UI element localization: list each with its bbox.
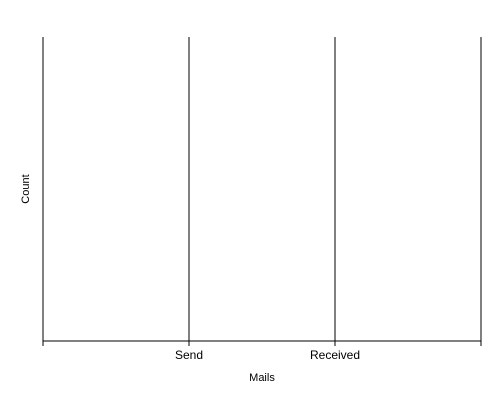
x-tick-label: Send: [175, 348, 203, 362]
x-axis-label: Mails: [249, 372, 275, 384]
category-layer: Send Received: [175, 37, 360, 362]
y-axis-label: Count: [20, 174, 32, 203]
axes-layer: [42, 37, 482, 346]
x-tick-label: Received: [310, 348, 360, 362]
